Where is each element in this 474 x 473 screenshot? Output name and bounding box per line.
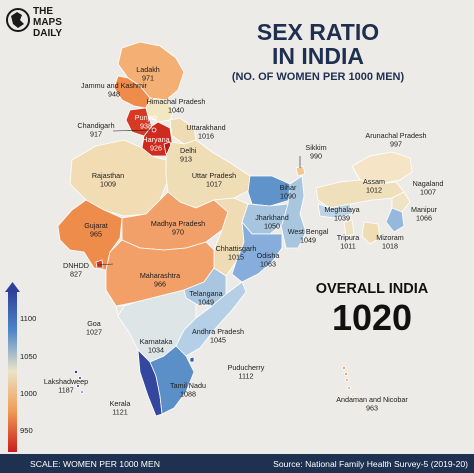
state-value: 965 — [90, 230, 102, 239]
legend-bar — [8, 290, 17, 452]
state-value: 1050 — [264, 222, 280, 231]
state-value: 926 — [150, 144, 162, 153]
label-meghalaya: Meghalaya1039 — [324, 205, 359, 223]
state-value: 997 — [390, 140, 402, 149]
logo-globe-land — [11, 12, 24, 28]
legend-tick-950: 950 — [20, 426, 33, 435]
color-scale-legend: 1100 1050 1000 950 900 — [2, 282, 37, 468]
state-value: 1011 — [340, 242, 355, 251]
label-sikkim: Sikkim990 — [305, 143, 326, 161]
state-value: 1017 — [206, 180, 222, 189]
state-value: 1018 — [382, 242, 398, 251]
footer-scale: SCALE: WOMEN PER 1000 MEN — [30, 459, 160, 469]
state-value: 1066 — [416, 214, 432, 223]
legend-arrow-icon — [5, 282, 20, 292]
label-chandigarh: Chandigarh917 — [77, 121, 114, 139]
region-puducherry[interactable] — [190, 357, 194, 362]
state-value: 1049 — [198, 298, 214, 307]
title-line-1: SEX RATIO — [257, 19, 379, 45]
region-sikkim[interactable] — [296, 166, 305, 176]
state-value: 1012 — [366, 186, 382, 195]
legend-tick-1000: 1000 — [20, 389, 37, 398]
state-value: 938 — [140, 122, 152, 131]
state-value: 948 — [108, 90, 120, 99]
state-value: 1034 — [148, 346, 164, 355]
overall-value: 1020 — [332, 297, 412, 338]
state-value: 1090 — [280, 192, 296, 201]
label-arunachal-pradesh: Arunachal Pradesh997 — [365, 131, 426, 149]
legend-tick-1050: 1050 — [20, 352, 37, 361]
state-value: 963 — [366, 404, 378, 413]
logo-line-2: MAPS — [33, 17, 62, 28]
state-value: 1112 — [239, 372, 254, 381]
state-value: 827 — [70, 270, 82, 279]
label-andaman-and-nicobar: Andaman and Nicobar963 — [336, 395, 408, 413]
region-chandigarh[interactable] — [152, 128, 156, 132]
label-kerala: Kerala1121 — [110, 399, 131, 417]
title-subtitle: (NO. OF WOMEN PER 1000 MEN) — [232, 71, 405, 83]
state-value: 917 — [90, 130, 102, 139]
state-value: 1027 — [86, 328, 102, 337]
state-value: 1040 — [168, 106, 184, 115]
region-assam[interactable] — [316, 180, 404, 208]
state-value: 1049 — [300, 236, 316, 245]
label-goa: Goa1027 — [86, 319, 102, 337]
state-value: 1015 — [228, 253, 244, 262]
title-line-2: IN INDIA — [272, 43, 364, 69]
state-value: 1187 — [58, 386, 73, 395]
state-value: 1007 — [420, 188, 436, 197]
region-manipur[interactable] — [386, 208, 404, 232]
footer-source: Source: National Family Health Survey-5 … — [273, 459, 468, 469]
state-value: 1039 — [334, 214, 350, 223]
legend-tick-1100: 1100 — [20, 314, 36, 323]
logo-line-3: DAILY — [33, 28, 62, 39]
state-value: 1009 — [100, 180, 116, 189]
overall-label: OVERALL INDIA — [316, 281, 429, 297]
state-value: 1063 — [260, 260, 276, 269]
logo-line-1: THE — [33, 6, 53, 17]
state-value: 913 — [180, 155, 192, 164]
state-value: 990 — [310, 152, 322, 161]
brand-logo: THE MAPS DAILY — [7, 6, 62, 39]
state-value: 970 — [172, 228, 184, 237]
state-value: 966 — [154, 280, 166, 289]
state-value: 1088 — [180, 390, 196, 399]
state-value: 1121 — [112, 408, 127, 417]
state-value: 1045 — [210, 336, 226, 345]
state-value: 1016 — [198, 132, 214, 141]
